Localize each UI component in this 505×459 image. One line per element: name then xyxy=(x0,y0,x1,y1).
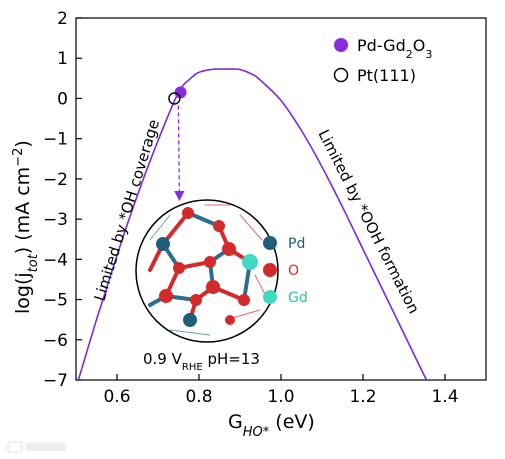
y-tick-label: −2 xyxy=(43,170,68,190)
x-tick-label: 0.8 xyxy=(185,387,212,407)
legend: Pd-Gd2O3 Pt(111) xyxy=(333,36,432,85)
data-points xyxy=(168,86,187,105)
inset-legend-dot-pd xyxy=(263,236,277,250)
data-point-pt-111- xyxy=(168,92,181,105)
legend-label-pd-gd2o3: Pd-Gd2O3 xyxy=(357,36,432,61)
data-point-pd-gd2o3 xyxy=(174,86,187,99)
legend-marker-pt111 xyxy=(333,67,349,83)
inset-legend-dot-gd xyxy=(263,290,277,304)
legend-marker-pd-gd2o3 xyxy=(334,38,348,52)
inset-structure-image xyxy=(135,199,279,343)
x-tick-label: 1.0 xyxy=(267,387,294,407)
x-axis-label: GHO* (eV) xyxy=(228,411,315,440)
y-tick-label: 0 xyxy=(57,89,68,109)
y-tick-label: −6 xyxy=(43,331,68,351)
y-tick-label: 1 xyxy=(57,49,68,69)
y-axis-ticks: 2 1 0 −1 −2 −3 −4 −5 −6 −7 xyxy=(43,9,82,391)
volcano-curve xyxy=(77,68,428,380)
y-tick-label: −3 xyxy=(43,210,68,230)
y-tick-label: −4 xyxy=(43,250,68,270)
y-tick-label: −1 xyxy=(43,130,68,150)
inset-legend-label-gd: Gd xyxy=(288,290,308,306)
watermark-logo xyxy=(7,441,66,453)
x-tick-label: 1.4 xyxy=(431,387,458,407)
x-axis-ticks: 0.6 0.8 1.0 1.2 1.4 xyxy=(103,374,459,407)
condition-label: 0.9 VRHE pH=13 xyxy=(143,350,260,373)
x-tick-label: 1.2 xyxy=(349,387,376,407)
y-axis-label: log(jtot) (mA cm−2) xyxy=(11,140,41,314)
inset-legend: Pd O Gd xyxy=(263,236,308,306)
y-tick-label: −5 xyxy=(43,291,68,311)
y-tick-label: −7 xyxy=(43,371,68,391)
inset-legend-dot-o xyxy=(263,263,277,277)
x-tick-label: 0.6 xyxy=(103,387,130,407)
inset-legend-label-o: O xyxy=(288,263,299,279)
inset-legend-label-pd: Pd xyxy=(288,236,305,252)
pointer-arrow xyxy=(174,105,185,202)
y-tick-label: 2 xyxy=(57,9,68,29)
legend-label-pt111: Pt(111) xyxy=(357,66,416,85)
annotation-right: Limited by *OOH formation xyxy=(314,127,423,317)
